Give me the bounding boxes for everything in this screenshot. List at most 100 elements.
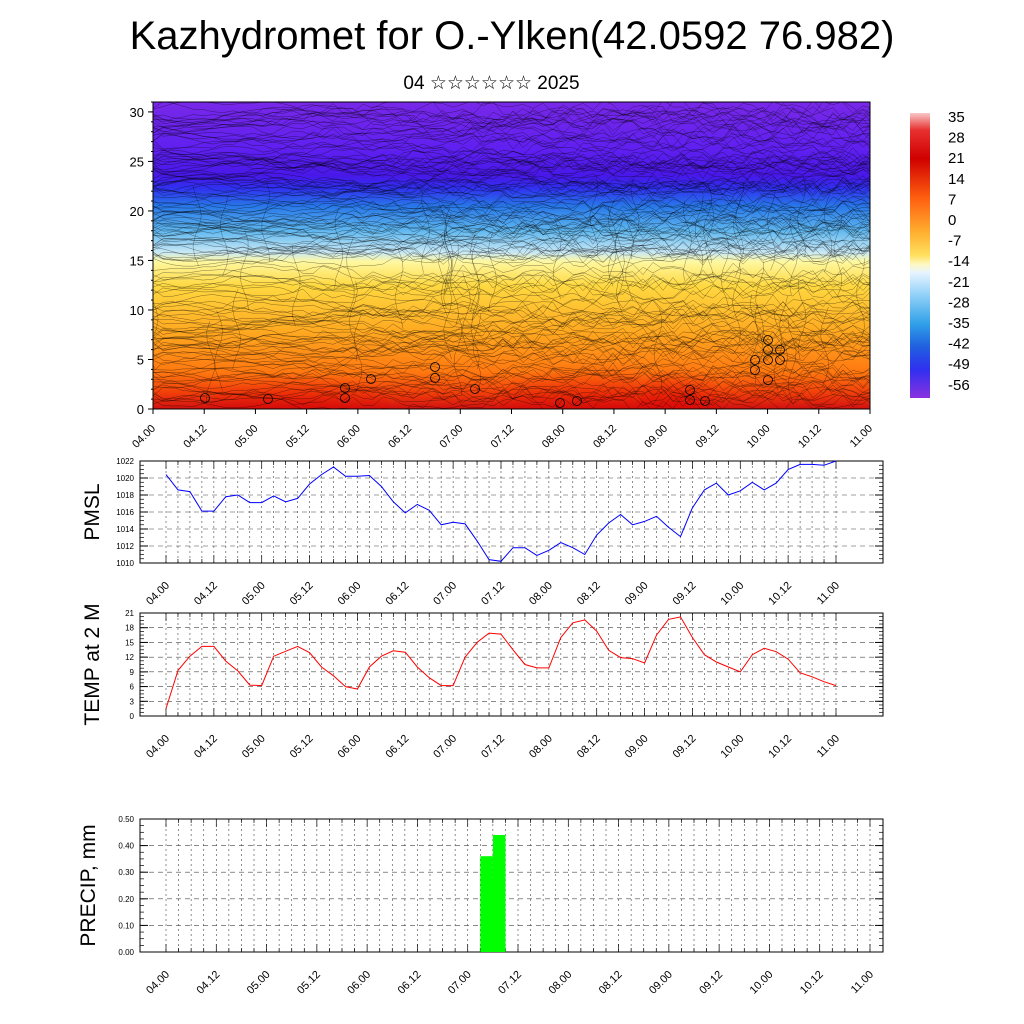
wind-streamline-vertical (440, 235, 450, 316)
wind-streamline (153, 172, 870, 191)
calm-wind-circle (430, 373, 440, 383)
temp-y-tick-label: 0 (130, 712, 135, 721)
colorbar-label: -14 (948, 253, 970, 270)
precip-x-tick-label: 04.00 (144, 969, 172, 997)
wind-streamline (153, 226, 870, 245)
wind-streamline (153, 117, 870, 136)
cross-section-panel: 0 5 10 15 20 25 30 04.00 04.12 05.00 05.12 06.00 06… (130, 101, 875, 451)
wind-streamline-vertical (443, 228, 453, 309)
heatmap-y-tick-label: 20 (130, 204, 144, 219)
wind-streamline (153, 346, 870, 364)
wind-streamline (153, 102, 870, 118)
heatmap-y-tick-label: 0 (137, 402, 144, 417)
temp-y-tick-label: 21 (125, 609, 134, 618)
wind-streamline (153, 224, 870, 243)
wind-streamline (153, 368, 870, 387)
temp-y-tick-label: 15 (125, 638, 134, 647)
colorbar-labels: 35 28 21 14 7 0 -7 -14 -21 -28 -35 -42 -49 -56 (948, 109, 970, 394)
wind-streamline (153, 196, 870, 216)
wind-streamline (153, 226, 870, 245)
heatmap-x-tick-label: 07.00 (437, 423, 465, 451)
wind-streamline-vertical (471, 241, 481, 322)
wind-streamline-vertical (682, 200, 692, 281)
wind-streamline (153, 317, 870, 336)
wind-streamline-vertical (754, 304, 764, 385)
pmsl-y-tick-label: 1018 (116, 491, 134, 500)
wind-streamline-vertical (779, 296, 788, 377)
precip-y-tick-label: 0.20 (118, 895, 134, 904)
colorbar-label: -56 (948, 377, 970, 394)
pmsl-y-tick-label: 1012 (116, 542, 134, 551)
temp-x-tick-label: 08.00 (527, 733, 555, 761)
wind-streamline (153, 132, 870, 150)
wind-streamline (153, 182, 870, 201)
wind-streamline (153, 338, 870, 357)
wind-streamline (153, 249, 870, 268)
wind-streamline (153, 105, 870, 124)
wind-streamline (153, 280, 870, 299)
wind-streamline-vertical (787, 319, 797, 400)
temp-x-tick-label: 11.00 (815, 733, 842, 760)
page-title: Kazhydromet for O.-Ylken(42.0592 76.982) (129, 14, 895, 58)
pmsl-x-tick-label: 06.00 (336, 580, 364, 608)
wind-streamline (153, 273, 870, 292)
precip-x-tick-label: 07.12 (496, 969, 524, 997)
precip-x-tick-label: 09.12 (697, 969, 725, 997)
wind-streamline (153, 249, 870, 268)
colorbar-bar (910, 113, 930, 398)
temp-x-tick-label: 10.12 (766, 733, 794, 761)
wind-streamline-vertical (472, 313, 482, 394)
colorbar-label: -49 (948, 356, 970, 373)
heatmap-y-tick-label: 30 (130, 105, 144, 120)
wind-streamline (153, 334, 870, 352)
calm-wind-circle (572, 396, 582, 406)
wind-streamline-vertical (749, 294, 759, 375)
precip-frame (139, 818, 884, 953)
wind-streamline (153, 155, 870, 173)
wind-streamline (153, 222, 870, 241)
pmsl-x-tick-label: 08.12 (575, 580, 603, 608)
temp-axis-title: TEMP at 2 M (81, 603, 104, 725)
wind-streamline (153, 169, 870, 189)
temp-x-tick-label: 04.00 (144, 733, 172, 761)
wind-streamline (153, 351, 870, 370)
precip-x-tick-label: 07.00 (446, 969, 474, 997)
colorbar-label: -35 (948, 315, 970, 332)
wind-streamline (153, 364, 870, 382)
calm-wind-circle (775, 345, 785, 355)
wind-streamline (153, 153, 870, 172)
pmsl-x-tick-label: 07.00 (431, 580, 459, 608)
wind-streamline-vertical (755, 261, 764, 342)
precip-bar (492, 835, 506, 952)
wind-streamline-vertical (488, 231, 497, 313)
wind-streamline-vertical (615, 219, 624, 300)
wind-streamline (153, 211, 870, 230)
colorbar-label: -28 (948, 294, 970, 311)
wind-streamline (153, 372, 870, 392)
calm-wind-circle (775, 355, 785, 365)
wind-streamline (153, 244, 870, 262)
calm-wind-circle (685, 395, 695, 405)
wind-streamline (153, 200, 870, 218)
pmsl-x-tick-label: 09.12 (671, 580, 699, 608)
wind-streamline (153, 178, 870, 196)
colorbar-label: 35 (948, 109, 965, 126)
calm-wind-circle (340, 393, 350, 403)
calm-wind-circle (763, 345, 773, 355)
pmsl-panel: 1010 1012 1014 1016 1018 1020 1022 04.00 04.12 05… (81, 457, 884, 608)
pmsl-x-tick-label: 05.12 (288, 580, 316, 608)
colorbar-label: -42 (948, 336, 970, 353)
wind-streamline (153, 108, 870, 128)
wind-streamline-vertical (214, 310, 224, 391)
heatmap-y-tick-label: 25 (130, 154, 144, 169)
temp-x-tick-label: 09.00 (623, 733, 651, 761)
wind-streamline-vertical (421, 192, 430, 273)
precip-x-tick-label: 05.00 (245, 969, 273, 997)
wind-streamline-vertical (833, 216, 843, 297)
wind-streamline (153, 317, 870, 337)
wind-streamline-vertical (450, 244, 459, 325)
wind-streamline (153, 118, 870, 137)
wind-streamline (153, 187, 870, 206)
temp-x-tick-label: 06.00 (336, 733, 364, 761)
precip-y-tick-label: 0.50 (118, 815, 134, 824)
